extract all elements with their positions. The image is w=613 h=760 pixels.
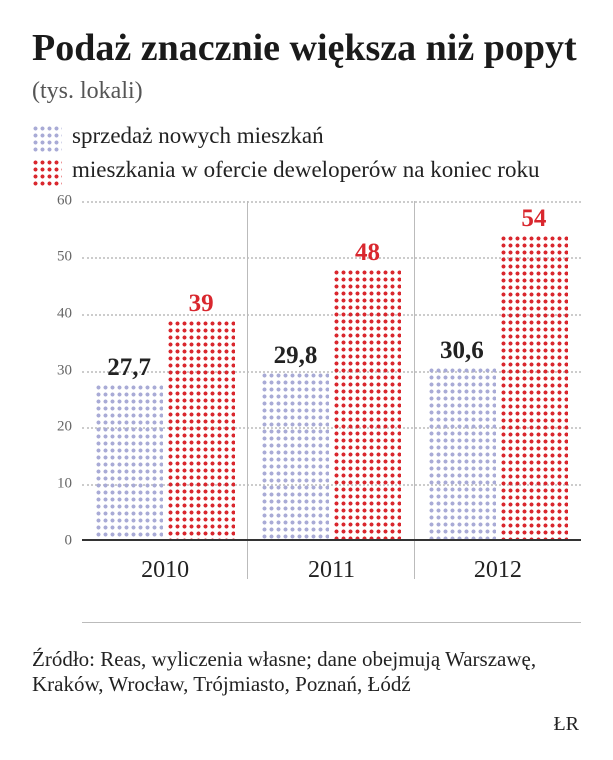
bar-value-label: 27,7: [107, 354, 151, 382]
x-tick-label: 2010: [82, 549, 248, 584]
y-tick-label: 10: [57, 476, 72, 493]
bar-value-label: 29,8: [274, 342, 318, 370]
plot-area: 27,73929,84830,654: [82, 201, 581, 541]
bar-offer: 48: [333, 269, 401, 541]
bar-offer: 54: [500, 235, 568, 541]
chart-title: Podaż znacznie większa niż popyt: [32, 28, 581, 70]
bar-value-label: 48: [355, 239, 380, 267]
legend-item: mieszkania w ofercie deweloperów na koni…: [32, 157, 581, 187]
y-tick-label: 30: [57, 362, 72, 379]
x-tick-label: 2011: [248, 549, 414, 584]
bar-sales: 30,6: [428, 367, 496, 540]
bar-value-label: 54: [521, 205, 546, 233]
bar-value-label: 39: [189, 290, 214, 318]
y-tick-label: 50: [57, 249, 72, 266]
y-tick-label: 0: [65, 532, 73, 549]
bar-sales: 27,7: [95, 384, 163, 541]
bar-value-label: 30,6: [440, 337, 484, 365]
x-axis-baseline: [82, 539, 581, 541]
bar-sales: 29,8: [261, 372, 329, 541]
x-axis-bottom-line: [82, 622, 581, 623]
x-axis-labels: 201020112012: [82, 549, 581, 584]
y-axis: 0102030405060: [32, 201, 78, 541]
chart-subtitle: (tys. lokali): [32, 78, 581, 105]
y-tick-label: 40: [57, 306, 72, 323]
byline: ŁR: [553, 713, 579, 736]
legend: sprzedaż nowych mieszkań mieszkania w of…: [32, 123, 581, 187]
y-tick-label: 20: [57, 419, 72, 436]
bar-group: 29,848: [248, 201, 414, 541]
legend-swatch-sales: [32, 125, 62, 153]
bar-group: 27,739: [82, 201, 248, 541]
legend-item: sprzedaż nowych mieszkań: [32, 123, 581, 153]
bar-group: 30,654: [415, 201, 581, 541]
x-tick-label: 2012: [415, 549, 581, 584]
y-tick-label: 60: [57, 192, 72, 209]
source-text: Źródło: Reas, wyliczenia własne; dane ob…: [32, 647, 581, 697]
chart-area: 0102030405060 27,73929,84830,654: [32, 201, 581, 541]
bar-offer: 39: [167, 320, 235, 541]
legend-label: sprzedaż nowych mieszkań: [72, 123, 324, 149]
legend-label: mieszkania w ofercie deweloperów na koni…: [72, 157, 539, 183]
legend-swatch-offer: [32, 159, 62, 187]
